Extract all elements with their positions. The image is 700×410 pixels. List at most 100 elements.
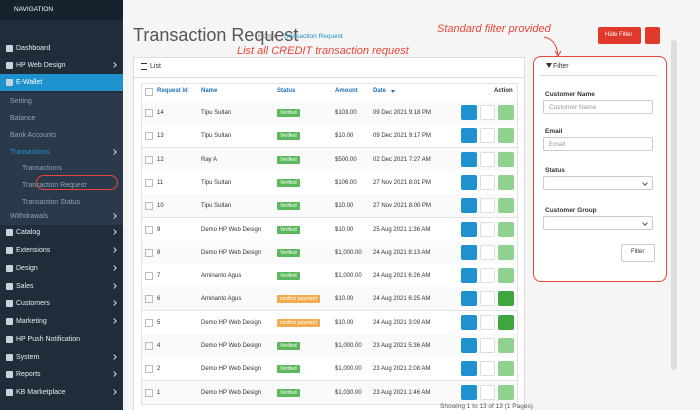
nav-item[interactable]: Transactions bbox=[0, 144, 123, 161]
approve-button[interactable] bbox=[498, 291, 514, 307]
edit-button[interactable] bbox=[480, 105, 495, 120]
nav-label: Design bbox=[16, 265, 38, 272]
view-button[interactable] bbox=[461, 244, 477, 260]
approve-button[interactable] bbox=[498, 221, 514, 237]
cell: 23 Aug 2021 1:46 AM bbox=[373, 389, 431, 396]
view-button[interactable] bbox=[461, 384, 477, 400]
edit-button[interactable] bbox=[480, 128, 495, 144]
view-button[interactable] bbox=[461, 361, 477, 377]
cell: $1,000.00 bbox=[335, 249, 362, 256]
checkbox[interactable] bbox=[145, 248, 153, 257]
nav-item[interactable]: Transaction Status bbox=[0, 194, 123, 211]
checkbox[interactable] bbox=[145, 342, 153, 350]
filter-title: Filter bbox=[553, 63, 569, 70]
edit-button[interactable] bbox=[480, 151, 495, 167]
approve-button[interactable] bbox=[498, 338, 514, 353]
nav-item[interactable]: HP Push Notification bbox=[0, 331, 123, 348]
nav-icon bbox=[6, 354, 13, 361]
nav-item[interactable]: E-Wallet bbox=[0, 74, 123, 91]
edit-button[interactable] bbox=[480, 198, 495, 214]
approve-button[interactable] bbox=[498, 361, 514, 377]
checkbox[interactable] bbox=[145, 155, 153, 164]
select-input[interactable] bbox=[543, 216, 653, 230]
filter-button[interactable] bbox=[621, 244, 655, 262]
nav-item[interactable]: Balance bbox=[0, 110, 123, 127]
view-button[interactable] bbox=[461, 314, 477, 330]
edit-button[interactable] bbox=[480, 268, 495, 284]
edit-button[interactable] bbox=[480, 384, 495, 400]
column-header[interactable]: Amount bbox=[335, 88, 358, 94]
nav-item[interactable]: Bank Accounts bbox=[0, 127, 123, 144]
column-header[interactable]: Name bbox=[201, 88, 218, 94]
nav-item[interactable]: Catalog bbox=[0, 224, 123, 241]
hide-filter-button[interactable] bbox=[598, 27, 641, 44]
checkbox[interactable] bbox=[145, 225, 153, 234]
nav-icon bbox=[6, 247, 13, 254]
checkbox[interactable] bbox=[145, 318, 153, 327]
approve-button[interactable] bbox=[498, 268, 514, 284]
approve-button[interactable] bbox=[498, 384, 514, 400]
view-button[interactable] bbox=[461, 221, 477, 237]
approve-button[interactable] bbox=[498, 314, 514, 330]
checkbox[interactable] bbox=[145, 132, 153, 141]
column-header[interactable]: Request Id bbox=[157, 88, 188, 94]
edit-button[interactable] bbox=[480, 338, 495, 353]
edit-button[interactable] bbox=[480, 221, 495, 237]
column-header[interactable]: Date bbox=[373, 88, 387, 94]
scrollbar[interactable] bbox=[671, 40, 677, 370]
approve-button[interactable] bbox=[498, 128, 514, 144]
edit-button[interactable] bbox=[480, 361, 495, 377]
delete-button[interactable] bbox=[645, 27, 660, 44]
nav-item[interactable]: KB Marketplace bbox=[0, 384, 123, 401]
checkbox[interactable] bbox=[145, 272, 153, 281]
view-button[interactable] bbox=[461, 291, 477, 307]
edit-button[interactable] bbox=[480, 174, 495, 190]
view-button[interactable] bbox=[461, 105, 477, 120]
nav-item[interactable]: Sales bbox=[0, 278, 123, 295]
nav-item[interactable]: Dashboard bbox=[0, 40, 123, 57]
nav-item[interactable]: Setting bbox=[0, 93, 123, 110]
approve-button[interactable] bbox=[498, 105, 514, 120]
checkbox[interactable] bbox=[145, 88, 153, 96]
nav-item[interactable]: Customers bbox=[0, 295, 123, 312]
nav-item[interactable]: HP Web Design bbox=[0, 57, 123, 74]
breadcrumb-current[interactable]: Transaction Request bbox=[283, 33, 343, 40]
nav-item[interactable]: Withdrawals bbox=[0, 208, 123, 225]
nav-item[interactable]: Marketing bbox=[0, 313, 123, 330]
view-button[interactable] bbox=[461, 174, 477, 190]
checkbox[interactable] bbox=[145, 178, 153, 187]
table-row bbox=[141, 334, 518, 358]
edit-button[interactable] bbox=[480, 291, 495, 307]
edit-button[interactable] bbox=[480, 314, 495, 330]
view-button[interactable] bbox=[461, 151, 477, 167]
column-header[interactable]: Status bbox=[277, 88, 296, 94]
view-button[interactable] bbox=[461, 268, 477, 284]
view-button[interactable] bbox=[461, 198, 477, 214]
page-title: Transaction Request bbox=[133, 25, 299, 45]
text-input[interactable]: Email bbox=[543, 137, 653, 151]
approve-button[interactable] bbox=[498, 151, 514, 167]
checkbox[interactable] bbox=[145, 109, 153, 117]
nav-item[interactable]: Transactions bbox=[0, 160, 123, 177]
checkbox[interactable] bbox=[145, 365, 153, 374]
cell: $1,030.00 bbox=[335, 389, 362, 396]
text-input[interactable]: Customer Name bbox=[543, 100, 653, 114]
edit-button[interactable] bbox=[480, 244, 495, 260]
checkbox[interactable] bbox=[145, 388, 153, 397]
nav-item[interactable]: Extensions bbox=[0, 242, 123, 259]
approve-button[interactable] bbox=[498, 174, 514, 190]
nav-item[interactable]: Reports bbox=[0, 366, 123, 383]
checkbox[interactable] bbox=[145, 202, 153, 211]
breadcrumb-home[interactable]: Home bbox=[258, 33, 276, 40]
approve-button[interactable] bbox=[498, 244, 514, 260]
filter-icon bbox=[546, 63, 552, 68]
checkbox[interactable] bbox=[145, 295, 153, 304]
nav-item[interactable]: System bbox=[0, 349, 123, 366]
select-input[interactable] bbox=[543, 176, 653, 190]
view-button[interactable] bbox=[461, 338, 477, 353]
nav-label: Setting bbox=[10, 98, 32, 105]
nav-label: Transactions bbox=[10, 149, 50, 156]
nav-item[interactable]: Design bbox=[0, 260, 123, 277]
view-button[interactable] bbox=[461, 128, 477, 144]
approve-button[interactable] bbox=[498, 198, 514, 214]
